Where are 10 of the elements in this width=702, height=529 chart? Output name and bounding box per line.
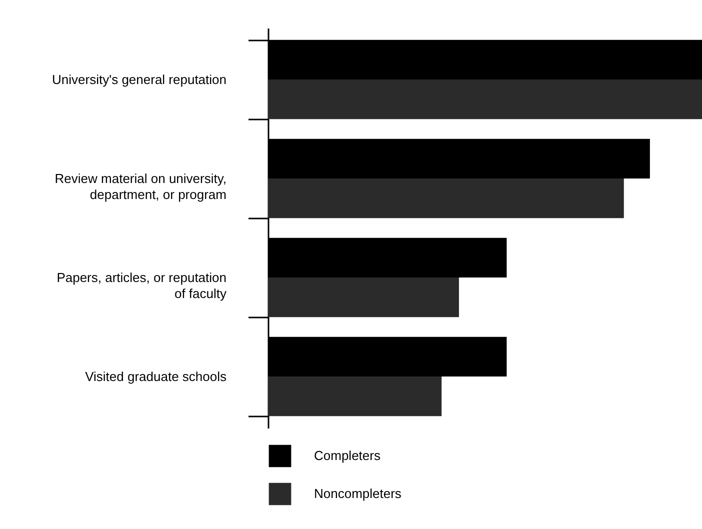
- bar: [268, 178, 624, 218]
- y-tick-label: Papers, articles, or reputation of faculty: [56, 270, 227, 302]
- y-tick-label: University's general reputation: [52, 72, 226, 87]
- bar: [268, 79, 702, 120]
- y-tick-label: Visited graduate schools: [85, 369, 227, 384]
- bar: [268, 278, 459, 318]
- bar: [268, 376, 442, 416]
- y-tick-label: Review material on university, department, or program: [54, 170, 226, 202]
- legend-label: Completers: [314, 448, 381, 463]
- legend-label: Noncompleters: [314, 486, 402, 501]
